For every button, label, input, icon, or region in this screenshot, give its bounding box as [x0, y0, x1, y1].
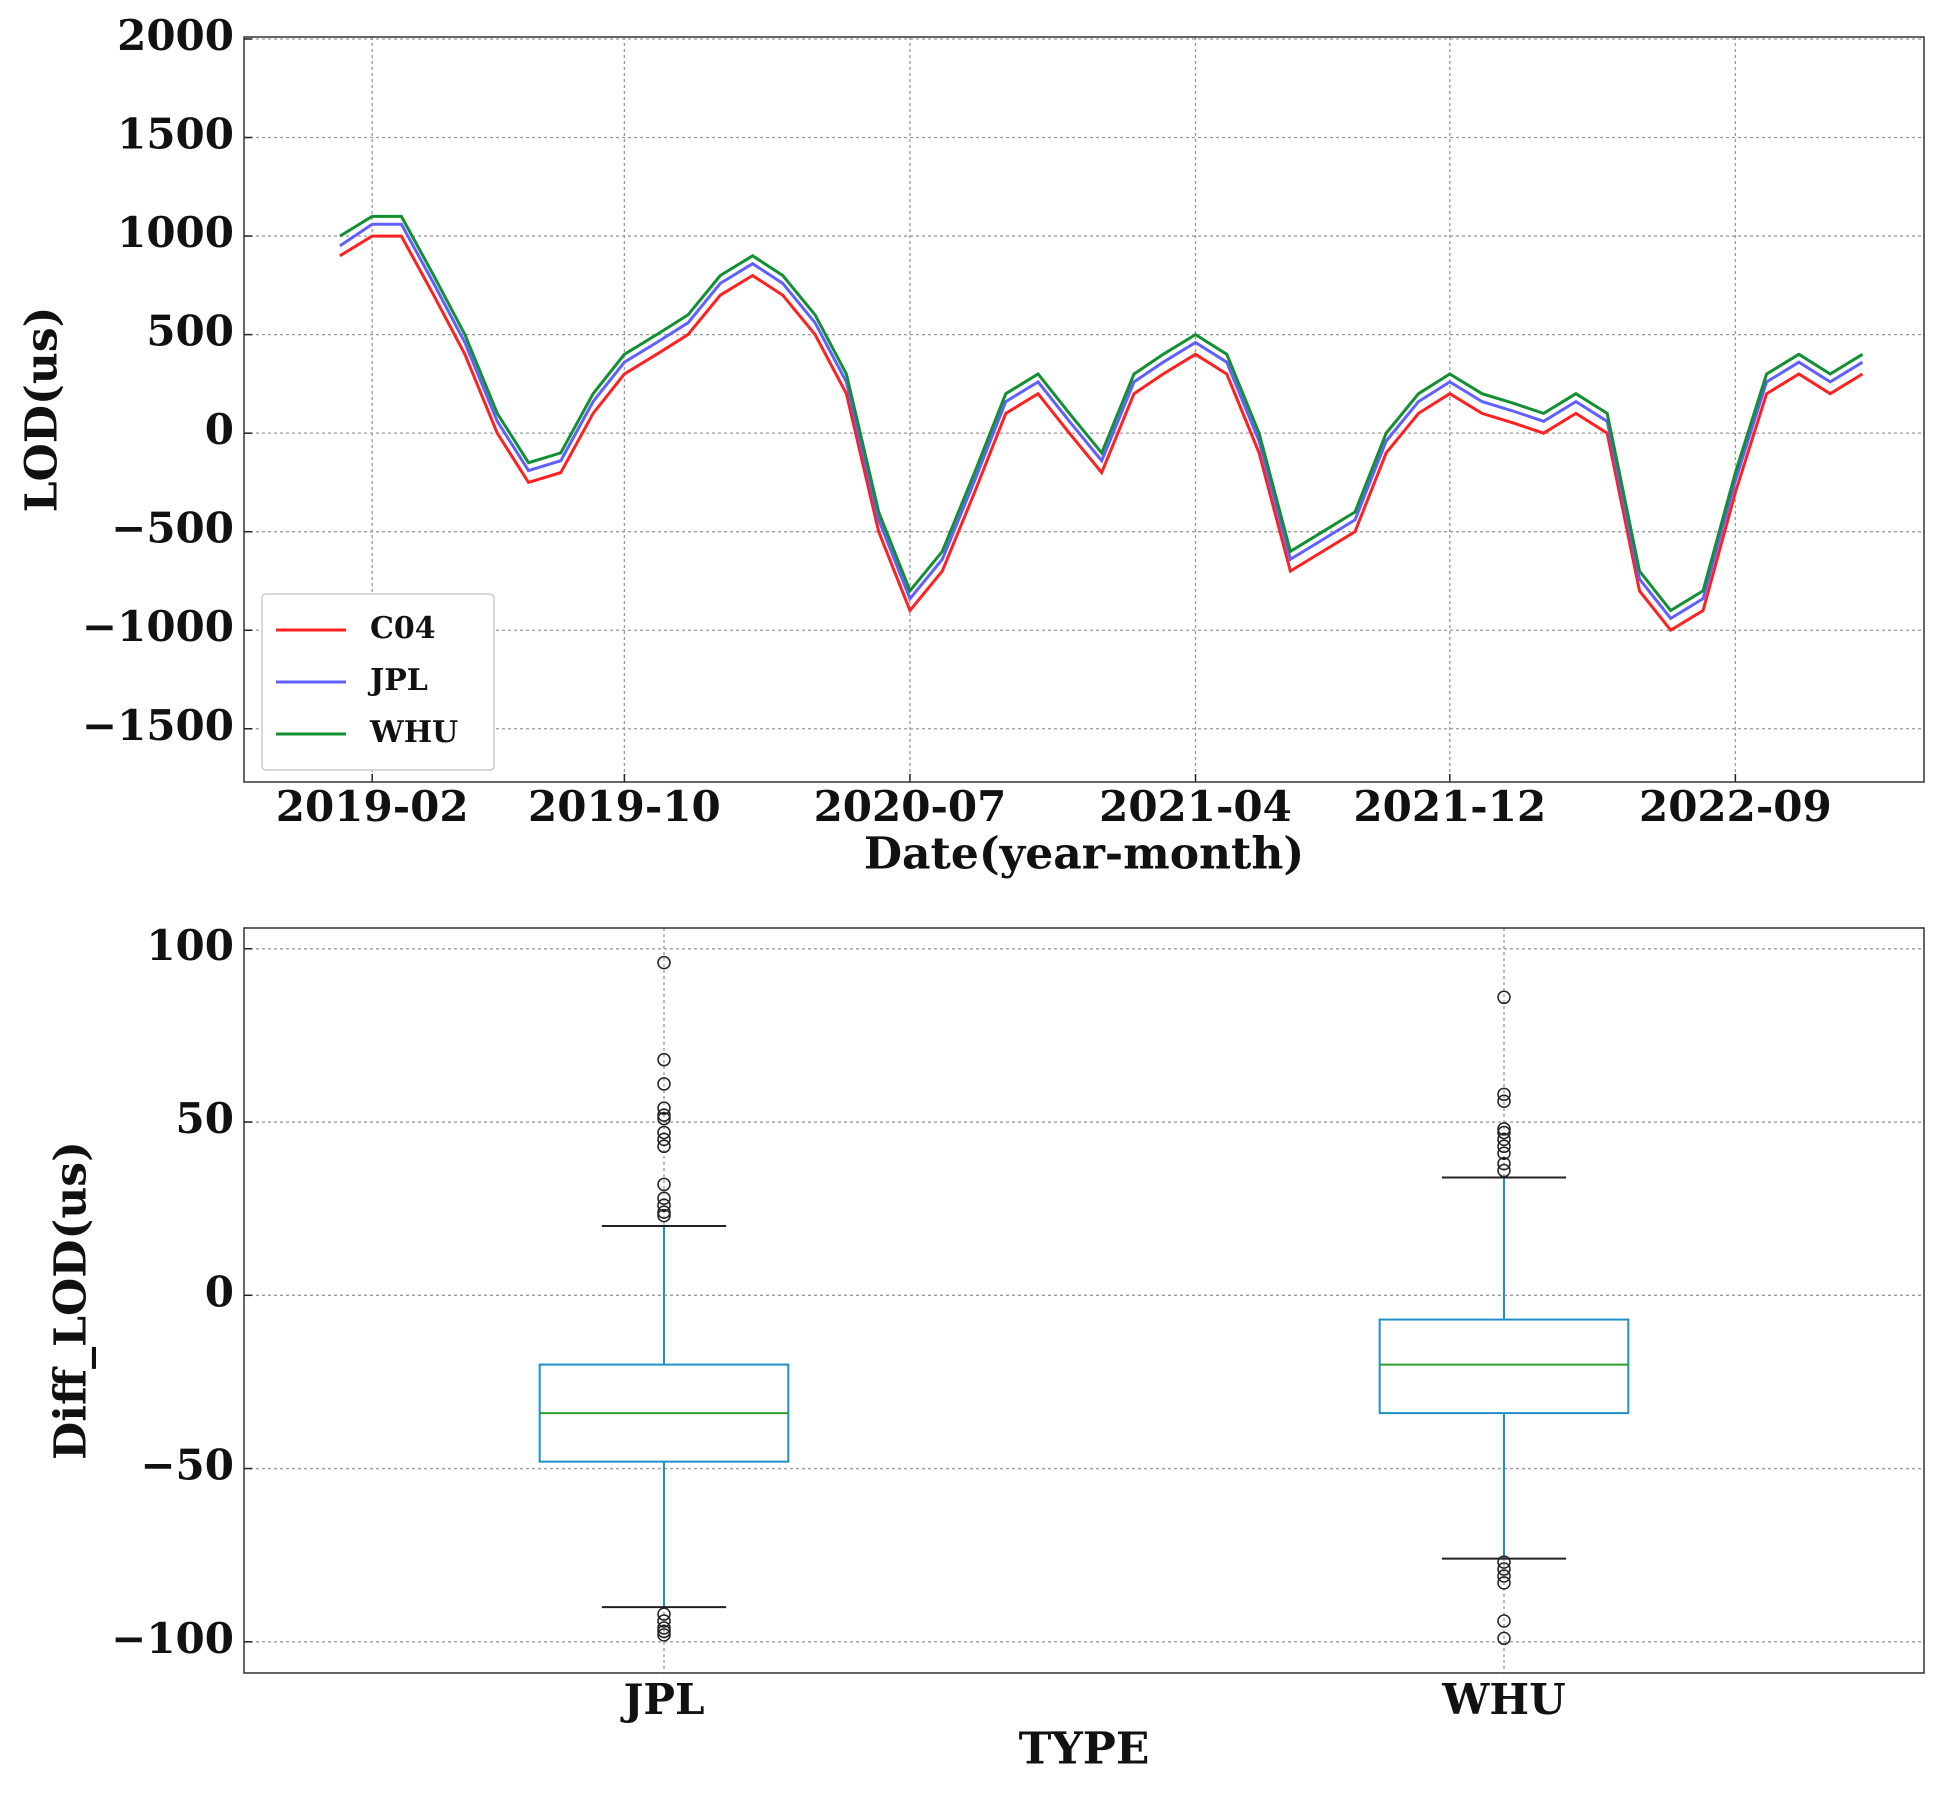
outlier: [657, 1177, 671, 1192]
outlier: [657, 1607, 671, 1621]
outlier: [1497, 1156, 1511, 1171]
y-axis-label: LOD(us): [17, 307, 68, 513]
outlier: [657, 955, 671, 970]
outlier: [1497, 1087, 1511, 1102]
y-tick-label: −1500: [82, 701, 234, 750]
x-tick-label: JPL: [620, 1675, 705, 1724]
y-tick-label: 50: [176, 1094, 234, 1143]
legend-label: C04: [370, 611, 436, 646]
plot-frame: [243, 36, 1925, 783]
outlier: [1497, 1631, 1511, 1646]
outlier: [1497, 1122, 1511, 1136]
x-axis-label: Date(year-month): [864, 829, 1304, 880]
y-tick-label: 100: [146, 921, 234, 970]
outlier: [657, 1628, 671, 1642]
outlier: [657, 1624, 671, 1639]
outlier: [1497, 1569, 1511, 1583]
y-tick-label: 500: [146, 307, 234, 356]
outlier: [1497, 1139, 1511, 1154]
x-tick-label: 2021-04: [1099, 782, 1292, 831]
line-series: [339, 222, 1864, 621]
outlier: [657, 1139, 671, 1154]
outlier: [1497, 1132, 1511, 1147]
x-tick-label: WHU: [1441, 1675, 1565, 1724]
outlier: [1497, 990, 1511, 1005]
x-tick-label: 2019-02: [276, 782, 469, 831]
outlier: [1497, 1163, 1511, 1178]
outlier: [657, 1198, 671, 1212]
y-tick-label: −500: [111, 504, 234, 553]
outlier: [1497, 1094, 1511, 1109]
outlier: [657, 1191, 671, 1206]
y-tick-label: −100: [111, 1614, 234, 1663]
y-axis-label: Diff_LOD(us): [46, 1141, 97, 1460]
x-tick-label: 2021-12: [1353, 782, 1546, 831]
outlier: [1497, 1576, 1511, 1590]
y-tick-label: 1500: [117, 110, 234, 159]
outlier: [657, 1132, 671, 1147]
x-tick-label: 2022-09: [1639, 782, 1832, 831]
outlier: [657, 1125, 671, 1140]
outlier: [657, 1208, 671, 1223]
outlier: [657, 1621, 671, 1635]
x-tick-label: 2019-10: [528, 782, 721, 831]
box: [1378, 1318, 1630, 1415]
y-tick-label: −1000: [82, 602, 234, 651]
outlier: [1497, 1614, 1511, 1628]
outlier: [657, 1205, 671, 1219]
legend-label: JPL: [367, 663, 428, 698]
outlier: [657, 1108, 671, 1122]
outlier: [657, 1111, 671, 1126]
line-series: [339, 214, 1864, 613]
y-tick-label: 2000: [117, 11, 234, 60]
outlier: [657, 1077, 671, 1091]
y-tick-label: 0: [205, 1267, 234, 1316]
outlier: [657, 1052, 671, 1067]
y-tick-label: −50: [140, 1441, 234, 1490]
outlier: [1497, 1125, 1511, 1140]
y-tick-label: 1000: [117, 208, 234, 257]
y-tick-label: 0: [205, 405, 234, 454]
outlier: [657, 1614, 671, 1628]
outlier: [1497, 1555, 1511, 1569]
line-series: [339, 234, 1864, 633]
x-tick-label: 2020-07: [814, 782, 1007, 831]
legend-label: WHU: [369, 715, 458, 750]
legend-box: [261, 593, 495, 771]
outlier: [1497, 1146, 1511, 1160]
outlier: [657, 1101, 671, 1115]
x-axis-label: TYPE: [1019, 1724, 1150, 1775]
outlier: [1497, 1562, 1511, 1576]
plot-frame: [243, 927, 1925, 1674]
